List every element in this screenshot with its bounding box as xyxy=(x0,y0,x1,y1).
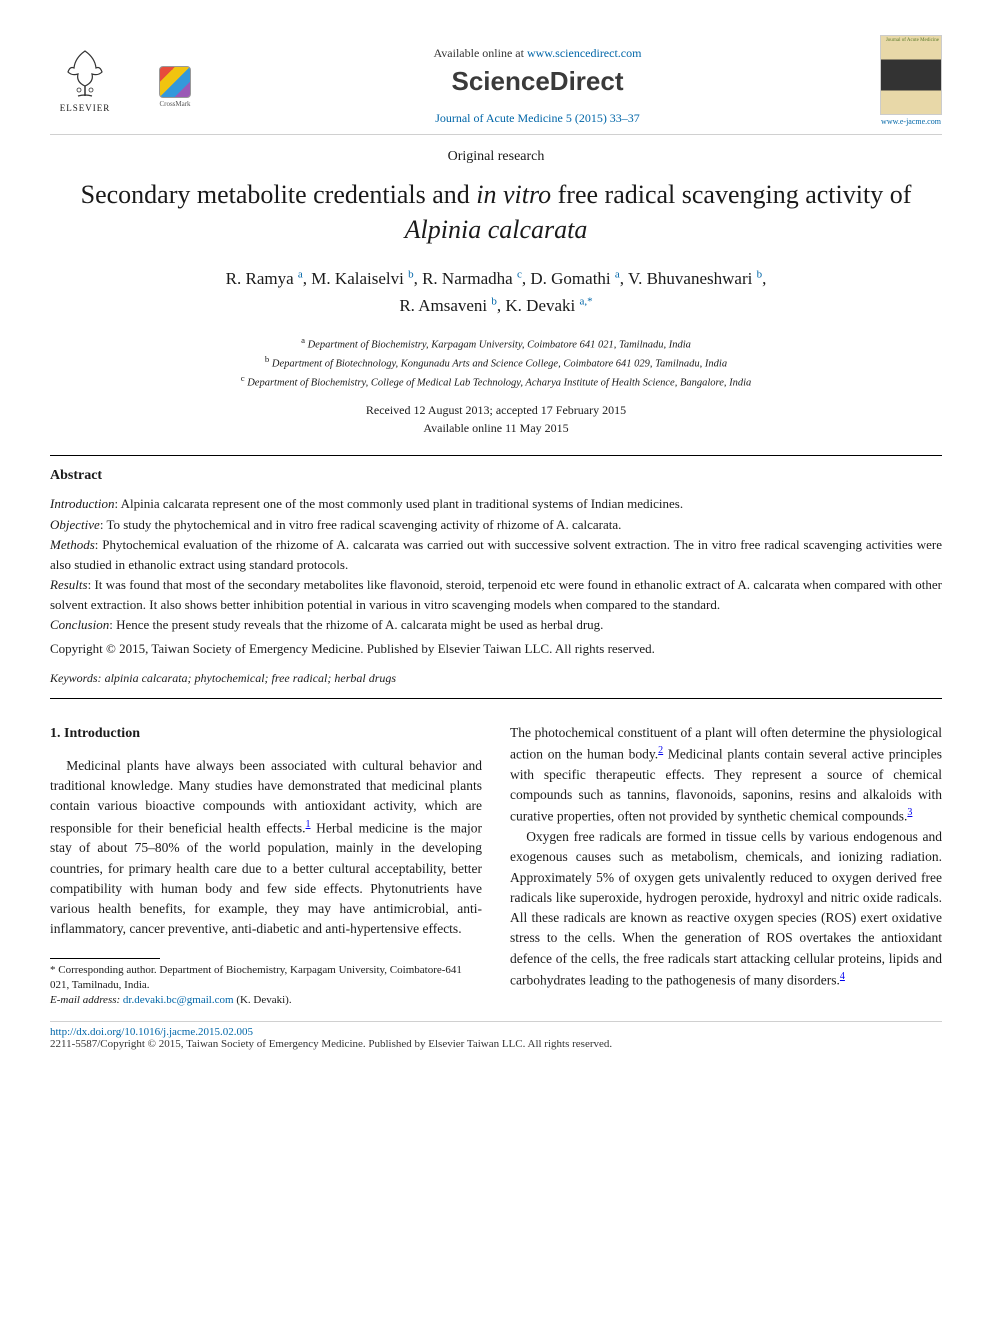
crossmark-badge[interactable]: CrossMark xyxy=(155,66,195,116)
affil-link[interactable]: a xyxy=(298,269,303,281)
affil-link[interactable]: b xyxy=(408,269,414,281)
affiliation: c Department of Biochemistry, College of… xyxy=(50,372,942,391)
elsevier-tree-icon xyxy=(60,46,110,101)
keywords-list: alpinia calcarata; phytochemical; free r… xyxy=(102,671,397,685)
author: D. Gomathi a xyxy=(530,269,619,288)
abstract-conclusion: Conclusion: Hence the present study reve… xyxy=(50,615,942,635)
body-columns: 1. Introduction Medicinal plants have al… xyxy=(50,723,942,1009)
author: M. Kalaiselvi b xyxy=(311,269,413,288)
affil-link[interactable]: b xyxy=(757,269,763,281)
abstract-label: Abstract xyxy=(50,468,942,484)
affiliation: b Department of Biotechnology, Kongunadu… xyxy=(50,353,942,372)
abstract-methods: Methods: Phytochemical evaluation of the… xyxy=(50,535,942,574)
email-owner: (K. Devaki). xyxy=(234,994,292,1006)
header-divider xyxy=(50,134,942,135)
affiliations: a Department of Biochemistry, Karpagam U… xyxy=(50,334,942,392)
abstract-top-rule xyxy=(50,455,942,456)
footer-divider xyxy=(50,1021,942,1022)
article-type: Original research xyxy=(50,149,942,165)
author: R. Ramya a xyxy=(226,269,303,288)
author: V. Bhuvaneshwari b xyxy=(628,269,762,288)
abstract-results: Results: It was found that most of the s… xyxy=(50,575,942,614)
header-row: ELSEVIER CrossMark Available online at w… xyxy=(50,35,942,126)
doi-link[interactable]: http://dx.doi.org/10.1016/j.jacme.2015.0… xyxy=(50,1026,942,1038)
journal-cover[interactable]: Journal of Acute Medicine www.e-jacme.co… xyxy=(880,35,942,126)
footnote-divider xyxy=(50,958,160,959)
footer-rights: 2211-5587/Copyright © 2015, Taiwan Socie… xyxy=(50,1038,942,1050)
header-center: Available online at www.sciencedirect.co… xyxy=(195,46,880,126)
elsevier-logo[interactable]: ELSEVIER xyxy=(50,46,120,126)
title-part-1: Secondary metabolite credentials and xyxy=(81,180,477,209)
column-left: 1. Introduction Medicinal plants have al… xyxy=(50,723,482,1009)
abstract-body: Introduction: Alpinia calcarata represen… xyxy=(50,494,942,635)
received-accepted: Received 12 August 2013; accepted 17 Feb… xyxy=(50,401,942,419)
title-italic-2: Alpinia calcarata xyxy=(405,215,588,244)
keywords-label: Keywords: xyxy=(50,671,102,685)
affil-link[interactable]: a xyxy=(615,269,620,281)
affil-link[interactable]: a,* xyxy=(580,296,593,308)
section-heading: 1. Introduction xyxy=(50,723,482,744)
title-part-2: free radical scavenging activity of xyxy=(551,180,911,209)
journal-url[interactable]: www.e-jacme.com xyxy=(881,117,941,126)
article-title: Secondary metabolite credentials and in … xyxy=(50,177,942,247)
journal-citation[interactable]: Journal of Acute Medicine 5 (2015) 33–37 xyxy=(215,111,860,126)
ref-link[interactable]: 3 xyxy=(907,807,912,818)
email-footnote: E-mail address: dr.devaki.bc@gmail.com (… xyxy=(50,993,482,1008)
email-link[interactable]: dr.devaki.bc@gmail.com xyxy=(123,994,234,1006)
author: R. Amsaveni b xyxy=(399,296,497,315)
affiliation: a Department of Biochemistry, Karpagam U… xyxy=(50,334,942,353)
column-right: The photochemical constituent of a plant… xyxy=(510,723,942,1009)
authors-list: R. Ramya a, M. Kalaiselvi b, R. Narmadha… xyxy=(50,265,942,319)
elsevier-label: ELSEVIER xyxy=(60,103,111,113)
available-prefix: Available online at xyxy=(434,46,527,60)
paragraph: The photochemical constituent of a plant… xyxy=(510,723,942,827)
crossmark-icon xyxy=(159,66,191,98)
logos-left: ELSEVIER CrossMark xyxy=(50,46,195,126)
title-italic-1: in vitro xyxy=(476,180,551,209)
sciencedirect-brand: ScienceDirect xyxy=(215,66,860,97)
article-dates: Received 12 August 2013; accepted 17 Feb… xyxy=(50,401,942,437)
abstract-copyright: Copyright © 2015, Taiwan Society of Emer… xyxy=(50,641,942,657)
affil-link[interactable]: b xyxy=(491,296,497,308)
abstract-objective: Objective: To study the phytochemical an… xyxy=(50,515,942,535)
available-online: Available online at www.sciencedirect.co… xyxy=(215,46,860,61)
crossmark-label: CrossMark xyxy=(159,100,190,108)
author: K. Devaki a,* xyxy=(505,296,592,315)
journal-cover-image: Journal of Acute Medicine xyxy=(880,35,942,115)
keywords: Keywords: alpinia calcarata; phytochemic… xyxy=(50,671,942,686)
corresponding-author: * Corresponding author. Department of Bi… xyxy=(50,963,482,994)
abstract-bottom-rule xyxy=(50,698,942,699)
ref-link[interactable]: 4 xyxy=(840,971,845,982)
cover-title: Journal of Acute Medicine xyxy=(886,38,939,43)
available-online-date: Available online 11 May 2015 xyxy=(50,419,942,437)
email-label: E-mail address: xyxy=(50,994,123,1006)
paragraph: Oxygen free radicals are formed in tissu… xyxy=(510,827,942,991)
abstract-intro: Introduction: Alpinia calcarata represen… xyxy=(50,494,942,514)
affil-link[interactable]: c xyxy=(517,269,522,281)
paragraph: Medicinal plants have always been associ… xyxy=(50,756,482,940)
sciencedirect-url[interactable]: www.sciencedirect.com xyxy=(527,46,642,60)
author: R. Narmadha c xyxy=(422,269,522,288)
